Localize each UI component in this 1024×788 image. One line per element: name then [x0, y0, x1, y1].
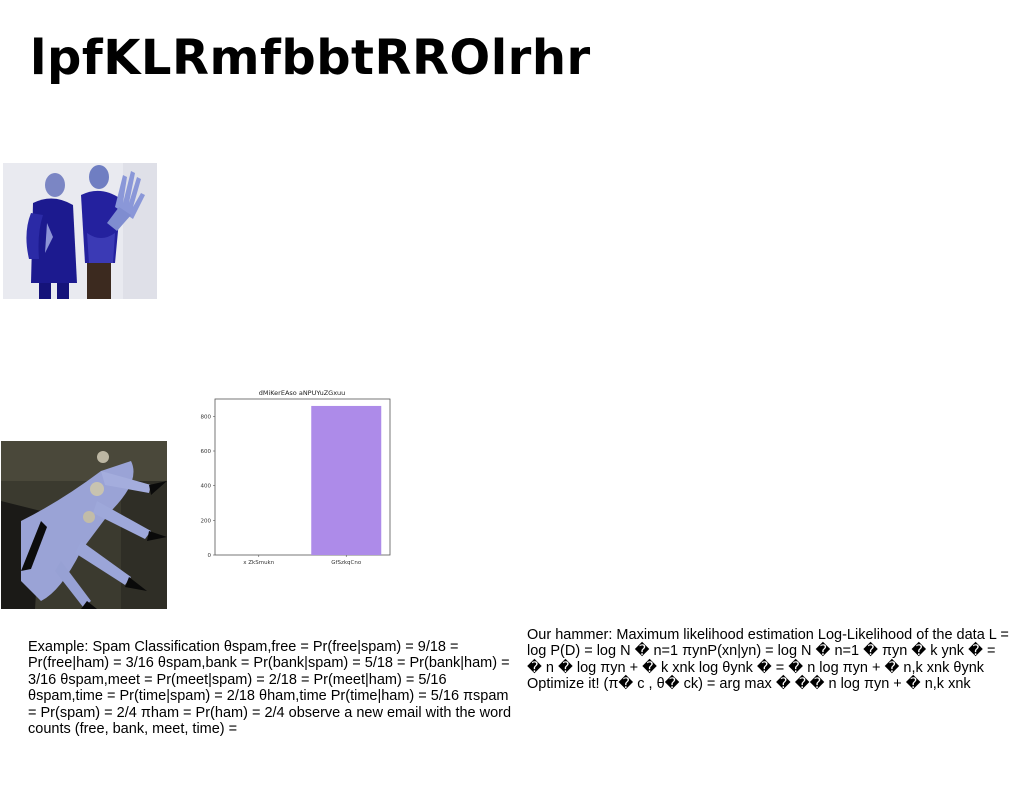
- photo-blue-hand-rings: [1, 441, 167, 609]
- y-tick-label: 200: [201, 518, 212, 524]
- page-title: lpfKLRmfbbtRROlrhr: [30, 30, 591, 86]
- y-tick-label: 0: [208, 553, 212, 559]
- spam-classification-example: Example: Spam Classification θspam,free …: [28, 639, 512, 738]
- photo-figures-blue-outfits: [3, 163, 157, 299]
- chart-title: dMiKerEAso aNPUYuZGxuu: [259, 389, 346, 397]
- x-tick-label: GfSzkqCno: [331, 560, 362, 566]
- bar-chart: dMiKerEAso aNPUYuZGxuu 0 200 400 600 800 x Z…: [201, 389, 391, 566]
- bar: [311, 405, 382, 555]
- y-tick-label: 400: [201, 484, 212, 490]
- max-likelihood-text: Our hammer: Maximum likelihood estimatio…: [527, 627, 1009, 693]
- y-tick-label: 600: [201, 449, 212, 455]
- y-tick-label: 800: [201, 414, 212, 420]
- x-tick-label: x ZkSmukn: [243, 560, 274, 566]
